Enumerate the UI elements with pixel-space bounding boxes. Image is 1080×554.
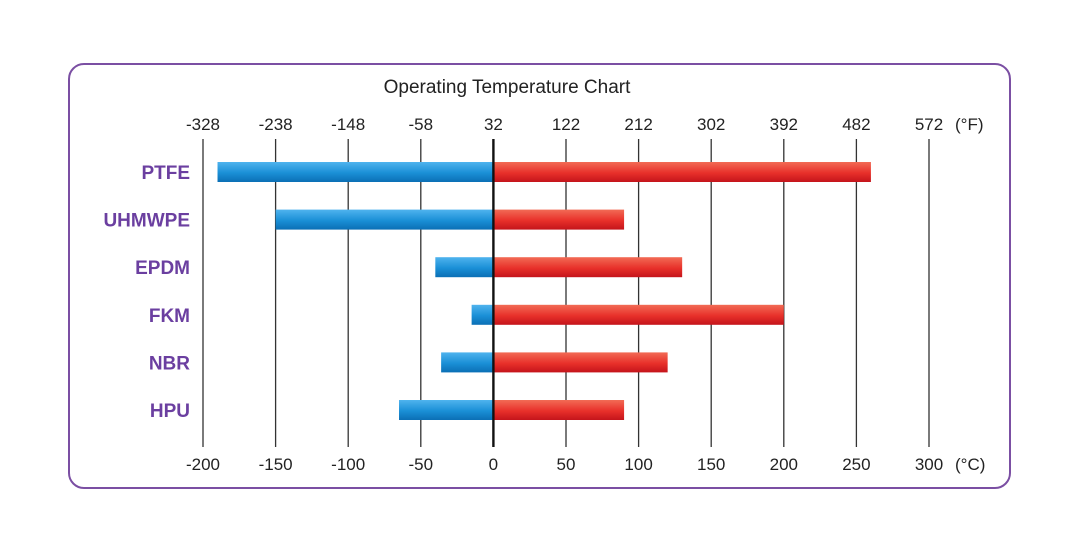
celsius-unit-label: (°C)	[955, 455, 985, 474]
celsius-tick-label: 200	[770, 455, 798, 474]
celsius-tick-label: 50	[557, 455, 576, 474]
min-temp-bar-uhmwpe	[275, 209, 494, 230]
chart-title: Operating Temperature Chart	[384, 77, 631, 98]
fahrenheit-tick-label: 482	[842, 115, 870, 134]
min-temp-bar-ptfe	[217, 162, 494, 182]
chart-frame	[68, 63, 1011, 489]
fahrenheit-tick-label: 302	[697, 115, 725, 134]
category-label-fkm: FKM	[149, 306, 190, 327]
celsius-tick-label: -100	[331, 455, 365, 474]
fahrenheit-tick-label: 122	[552, 115, 580, 134]
celsius-tick-label: -200	[186, 455, 220, 474]
category-label-epdm: EPDM	[135, 258, 190, 279]
category-label-nbr: NBR	[149, 353, 190, 374]
min-temp-bar-epdm	[435, 257, 494, 278]
celsius-tick-label: -50	[409, 455, 434, 474]
fahrenheit-tick-label: 572	[915, 115, 943, 134]
category-label-uhmwpe: UHMWPE	[103, 211, 190, 232]
fahrenheit-tick-label: 392	[770, 115, 798, 134]
min-temp-bar-fkm	[471, 304, 494, 325]
celsius-tick-label: 300	[915, 455, 943, 474]
celsius-tick-label: 100	[624, 455, 652, 474]
fahrenheit-tick-label: -58	[409, 115, 434, 134]
fahrenheit-tick-label: 212	[624, 115, 652, 134]
max-temp-bar-hpu	[493, 400, 625, 420]
max-temp-bar-fkm	[493, 304, 784, 325]
celsius-tick-label: 250	[842, 455, 870, 474]
category-label-ptfe: PTFE	[141, 163, 190, 184]
min-temp-bar-nbr	[441, 352, 494, 373]
max-temp-bar-uhmwpe	[493, 209, 625, 230]
max-temp-bar-nbr	[493, 352, 668, 373]
grid-lines	[202, 139, 930, 447]
celsius-tick-label: -150	[259, 455, 293, 474]
labels: -328 -200 -238 -150 -148 -100 -58 -50 32 0 122 50 21…	[103, 115, 985, 474]
min-temp-bar-hpu	[399, 400, 494, 420]
fahrenheit-tick-label: -238	[259, 115, 293, 134]
celsius-tick-label: 150	[697, 455, 725, 474]
fahrenheit-tick-label: -328	[186, 115, 220, 134]
max-temp-bar-ptfe	[493, 162, 871, 182]
max-temp-bar-epdm	[493, 257, 683, 278]
fahrenheit-unit-label: (°F)	[955, 115, 984, 134]
category-label-hpu: HPU	[150, 401, 190, 422]
celsius-tick-label: 0	[489, 455, 498, 474]
fahrenheit-tick-label: -148	[331, 115, 365, 134]
bars	[217, 162, 871, 420]
fahrenheit-tick-label: 32	[484, 115, 503, 134]
